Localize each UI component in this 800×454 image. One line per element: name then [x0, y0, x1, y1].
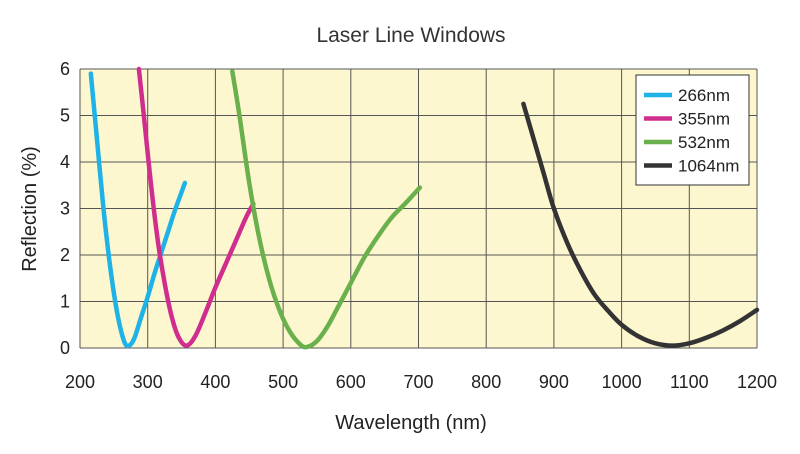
- grid: [79, 68, 758, 349]
- y-tick-label: 3: [60, 199, 70, 219]
- x-tick-label: 1200: [737, 372, 777, 392]
- x-tick-label: 400: [200, 372, 230, 392]
- y-tick-label: 1: [60, 292, 70, 312]
- legend-label: 266nm: [678, 86, 730, 105]
- series-line-355nm: [136, 66, 256, 348]
- y-tick-label: 2: [60, 245, 70, 265]
- x-axis-label: Wavelength (nm): [335, 412, 487, 434]
- x-axis-ticks: 200 300 400 500 600 700 800 900 1000 1100 1200: [65, 372, 777, 392]
- y-tick-label: 6: [60, 59, 70, 79]
- legend-label: 1064nm: [678, 157, 739, 176]
- x-tick-label: 900: [539, 372, 569, 392]
- y-tick-label: 4: [60, 152, 70, 172]
- x-tick-label: 700: [403, 372, 433, 392]
- x-tick-label: 600: [336, 372, 366, 392]
- series-line-532nm: [230, 69, 423, 350]
- x-tick-label: 200: [65, 372, 95, 392]
- series-layer: [88, 66, 760, 350]
- x-tick-label: 800: [471, 372, 501, 392]
- x-tick-label: 300: [133, 372, 163, 392]
- legend: 266nm 355nm 532nm 1064nm: [635, 74, 750, 186]
- legend-label: 532nm: [678, 133, 730, 152]
- chart-title: Laser Line Windows: [316, 24, 505, 47]
- y-axis-ticks: 0 1 2 3 4 5 6: [60, 59, 70, 358]
- x-tick-label: 1100: [670, 372, 709, 392]
- y-tick-label: 5: [60, 106, 70, 126]
- series-line-1064nm: [521, 101, 760, 348]
- series-line-266nm: [88, 71, 188, 349]
- y-tick-label: 0: [60, 338, 70, 358]
- legend-label: 355nm: [678, 110, 730, 129]
- x-tick-label: 500: [268, 372, 298, 392]
- y-axis-label: Reflection (%): [19, 146, 41, 272]
- x-tick-label: 1000: [602, 372, 642, 392]
